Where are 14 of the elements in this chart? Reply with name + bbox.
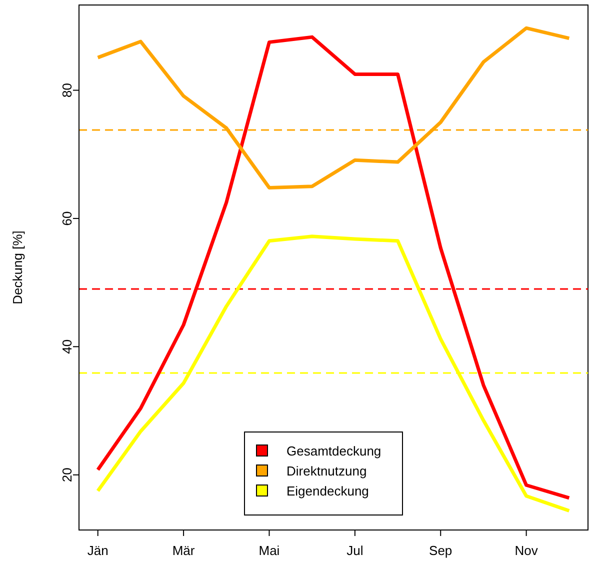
x-tick-label: Mai	[258, 543, 280, 558]
x-tick-label: Sep	[429, 543, 452, 558]
x-tick-label: Jul	[346, 543, 364, 558]
x-tick-label: Nov	[514, 543, 538, 558]
legend-label: Direktnutzung	[286, 464, 367, 478]
y-tick-label: 60	[60, 211, 74, 226]
y-tick-label: 20	[60, 468, 74, 482]
x-tick-label: Jän	[87, 543, 108, 558]
x-tick-label: Mär	[172, 543, 196, 558]
legend-label: Gesamtdeckung	[286, 444, 382, 458]
y-axis-title: Deckung [%]	[10, 230, 25, 304]
y-tick-label: 40	[60, 339, 74, 354]
y-tick-label: 80	[60, 83, 74, 98]
legend-label: Eigendeckung	[286, 484, 369, 498]
